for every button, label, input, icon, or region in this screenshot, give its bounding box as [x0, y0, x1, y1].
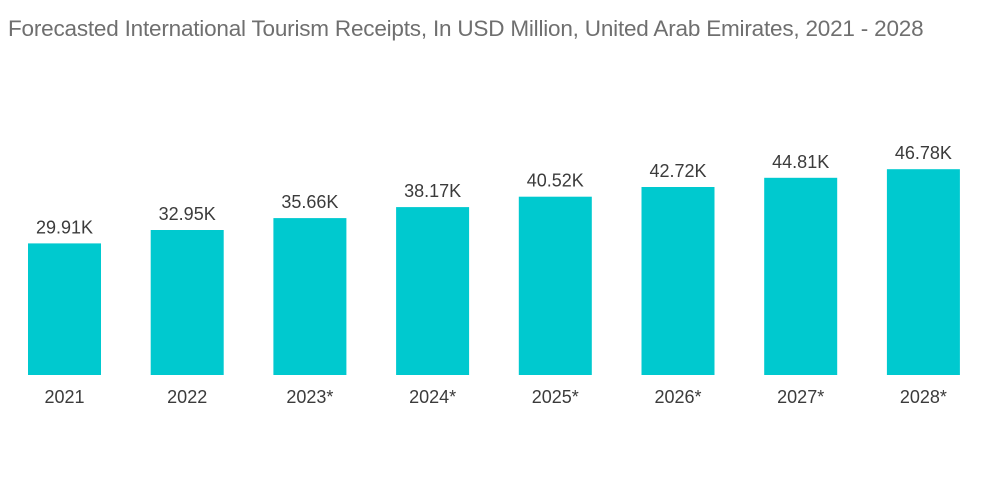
bar-2028-forecast: [886, 169, 960, 375]
chart-title: Forecasted International Tourism Receipt…: [8, 16, 924, 41]
value-labels-group: 29.91K 32.95K 35.66K 38.17K 40.52K 42.72K 44.8…: [36, 143, 952, 237]
value-label: 32.95K: [159, 204, 216, 224]
bar-2025-forecast: [518, 196, 592, 375]
value-label: 40.52K: [527, 171, 584, 191]
x-tick-label: 2024*: [409, 387, 456, 407]
x-tick-label: 2021: [44, 387, 84, 407]
bar-2023-forecast: [273, 218, 347, 375]
x-tick-label: 2026*: [654, 387, 701, 407]
x-tick-label: 2022: [167, 387, 207, 407]
bar-2024-forecast: [396, 207, 470, 375]
value-label: 46.78K: [895, 143, 952, 163]
value-label: 29.91K: [36, 217, 93, 237]
x-tick-label: 2028*: [900, 387, 947, 407]
value-label: 42.72K: [649, 161, 706, 181]
bar-2021: [28, 243, 101, 375]
bar-2026-forecast: [641, 187, 715, 375]
bar-2027-forecast: [764, 177, 838, 375]
x-tick-label: 2027*: [777, 387, 824, 407]
x-tick-label: 2023*: [286, 387, 333, 407]
bars-group: [28, 169, 960, 375]
bar-2022: [150, 230, 224, 375]
x-tick-labels-group: 2021 2022 2023* 2024* 2025* 2026* 2027* 2028*: [44, 387, 946, 407]
value-label: 35.66K: [281, 192, 338, 212]
value-label: 44.81K: [772, 152, 829, 172]
value-label: 38.17K: [404, 181, 461, 201]
x-tick-label: 2025*: [532, 387, 579, 407]
